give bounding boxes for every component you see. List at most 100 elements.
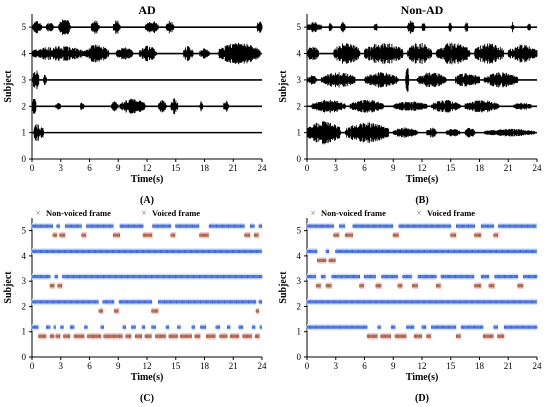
voiced-frames [306, 275, 538, 279]
non-voiced-frames [52, 233, 259, 237]
x-tick-label: 0 [305, 163, 310, 173]
series-subject-2 [31, 98, 262, 115]
series-subject-2 [307, 99, 537, 113]
y-tick-label: 3 [22, 75, 27, 85]
legend-label-non-voiced: Non-voiced frame [46, 208, 111, 218]
x-tick-label: 18 [200, 163, 210, 173]
series-subject-1 [306, 323, 538, 340]
legend-marker-voiced: × [416, 208, 421, 218]
y-axis-label: Subject [278, 70, 289, 103]
voiced-frames [31, 275, 263, 279]
non-voiced-frames [366, 334, 505, 338]
waveform-bursts [32, 70, 47, 90]
y-tick-label: 0 [22, 352, 27, 362]
panel-b: 0 3 6 9 12 15 18 21 24012345Time(s)Subject(B)Non… [278, 3, 542, 206]
y-tick-label: 0 [297, 352, 302, 362]
voiced-frames [31, 249, 262, 253]
series-subject-5 [31, 19, 263, 35]
panel-label: (B) [415, 195, 428, 206]
x-tick-label: 18 [475, 361, 485, 371]
series-subject-5 [31, 222, 263, 239]
series-subject-3 [306, 273, 538, 289]
x-tick-label: 3 [59, 361, 64, 371]
y-axis-label: Subject [3, 271, 14, 304]
y-tick-label: 1 [297, 327, 302, 337]
waveform-bursts [306, 68, 519, 92]
legend-marker-non-voiced: × [310, 208, 315, 218]
voiced-frames [31, 325, 262, 329]
x-tick-label: 12 [143, 163, 152, 173]
legend-label-non-voiced: Non-voiced frame [321, 208, 386, 218]
chart-title: AD [138, 3, 156, 17]
x-tick-label: 6 [362, 163, 367, 173]
voiced-frames [31, 300, 263, 304]
waveform-bursts [306, 121, 536, 145]
y-tick-label: 1 [297, 128, 302, 138]
panel-label: (C) [140, 393, 154, 404]
x-tick-label: 3 [334, 163, 339, 173]
x-tick-label: 12 [143, 361, 152, 371]
voiced-band [120, 222, 144, 230]
y-tick-label: 3 [22, 276, 27, 286]
x-axis-label: Time(s) [131, 174, 164, 185]
y-tick-label: 2 [297, 101, 302, 111]
x-tick-label: 15 [171, 163, 181, 173]
series-subject-3 [31, 273, 263, 289]
y-tick-label: 2 [22, 301, 27, 311]
y-tick-label: 4 [22, 251, 27, 261]
x-tick-label: 0 [305, 361, 310, 371]
voiced-frames [306, 224, 537, 228]
legend-marker-voiced: × [141, 208, 146, 218]
non-voiced-frames [316, 284, 524, 288]
series-subject-3 [306, 68, 537, 92]
x-tick-label: 21 [229, 361, 238, 371]
y-axis-label: Subject [278, 271, 289, 304]
x-tick-label: 6 [87, 163, 92, 173]
series-subject-2 [306, 298, 537, 306]
waveform-bursts [311, 99, 533, 113]
x-tick-label: 18 [200, 361, 210, 371]
series-subject-4 [31, 248, 262, 255]
series-subject-4 [306, 248, 537, 264]
waveform-bursts [31, 19, 263, 35]
series-subject-3 [32, 70, 262, 90]
waveform-bursts [31, 98, 229, 115]
x-tick-label: 3 [59, 163, 64, 173]
legend-label-voiced: Voiced frame [152, 208, 200, 218]
legend: × Non-voiced frame × Voiced frame [310, 208, 475, 218]
x-tick-label: 18 [475, 163, 485, 173]
x-tick-label: 24 [258, 163, 268, 173]
y-tick-label: 4 [22, 49, 27, 59]
waveform-bursts [306, 20, 531, 34]
x-tick-label: 15 [446, 163, 456, 173]
y-tick-label: 2 [297, 301, 302, 311]
voiced-frames [306, 300, 537, 304]
x-tick-label: 21 [229, 163, 238, 173]
x-tick-label: 9 [116, 163, 121, 173]
panel-label: (D) [415, 393, 429, 404]
x-tick-label: 0 [30, 163, 35, 173]
x-tick-label: 15 [446, 361, 456, 371]
series-subject-5 [306, 222, 537, 239]
waveform-bursts [306, 42, 538, 65]
x-axis-label: Time(s) [406, 372, 439, 383]
series-subject-1 [31, 323, 262, 340]
y-tick-label: 2 [22, 101, 27, 111]
non-voiced-frames [38, 334, 260, 338]
legend-label-voiced: Voiced frame [427, 208, 475, 218]
non-voiced-frames [333, 233, 498, 237]
y-tick-label: 0 [297, 154, 302, 164]
y-tick-label: 0 [22, 154, 27, 164]
y-tick-label: 5 [297, 226, 302, 236]
x-tick-label: 6 [87, 361, 92, 371]
y-tick-label: 4 [297, 49, 302, 59]
x-tick-label: 12 [418, 361, 427, 371]
legend: × Non-voiced frame × Voiced frame [35, 208, 200, 218]
x-tick-label: 12 [418, 163, 427, 173]
voiced-band [399, 222, 451, 230]
legend-marker-non-voiced: × [35, 208, 40, 218]
series-subject-1 [306, 121, 537, 145]
